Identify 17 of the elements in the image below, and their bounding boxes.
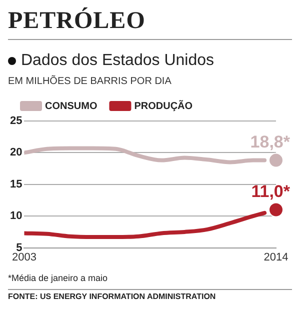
- legend-label: PRODUÇÃO: [134, 100, 193, 112]
- y-tick-label: 15: [10, 178, 22, 190]
- y-tick-label: 25: [10, 115, 22, 128]
- text: *Média de janeiro a maio: [8, 273, 109, 283]
- y-axis-title: EM MILHÕES DE BARRIS POR DIA: [8, 76, 172, 87]
- legend-label: CONSUMO: [45, 100, 98, 112]
- source-note: FONTE: US ENERGY INFORMATION ADMINISTRATION: [8, 289, 292, 301]
- chart-subtitle: Dados dos Estados Unidos: [21, 52, 214, 70]
- y-tick-label: 5: [16, 242, 22, 254]
- y-tick-label: 10: [10, 210, 22, 222]
- y-tick-label: 20: [10, 146, 22, 159]
- x-tick-label: 2014: [264, 251, 288, 264]
- line-series: [24, 210, 267, 240]
- chart-title: PETRÓLEO: [8, 8, 292, 40]
- x-tick-label: 2003: [12, 251, 36, 264]
- data-label: 11,0*: [251, 182, 290, 201]
- data-label: 18,8*: [250, 132, 290, 152]
